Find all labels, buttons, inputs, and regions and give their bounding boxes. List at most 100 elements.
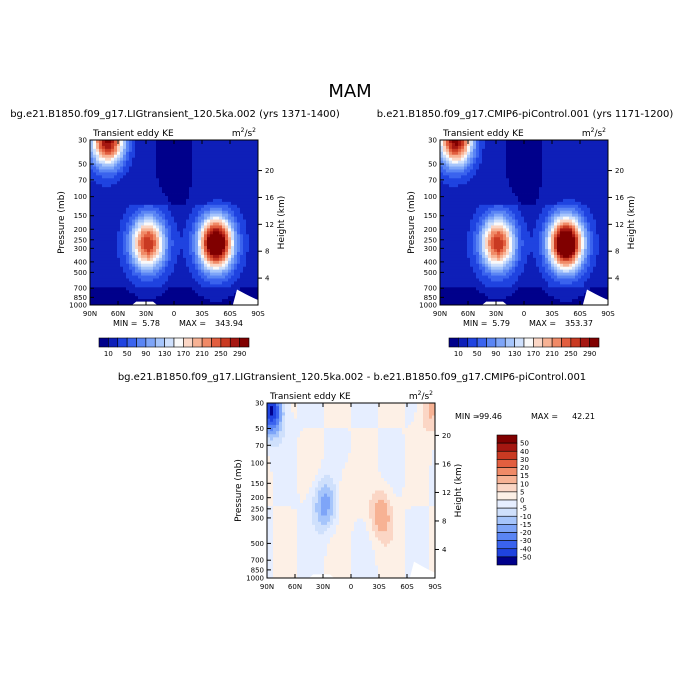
- field-cell: [213, 278, 217, 282]
- field-cell: [135, 246, 139, 250]
- field-cell: [485, 234, 489, 238]
- field-cell: [524, 140, 528, 144]
- field-cell: [243, 254, 247, 259]
- field-cell: [482, 219, 486, 223]
- field-cell: [213, 201, 217, 206]
- field-cell: [195, 281, 199, 285]
- field-cell: [180, 269, 184, 273]
- field-cell: [440, 281, 444, 285]
- field-cell: [455, 216, 459, 220]
- field-cell: [518, 272, 522, 276]
- field-cell: [443, 281, 447, 285]
- field-cell: [123, 263, 127, 268]
- field-cell: [452, 293, 456, 297]
- field-cell: [455, 275, 459, 279]
- field-cell: [195, 293, 199, 297]
- field-cell: [117, 284, 121, 288]
- field-cell: [132, 246, 136, 250]
- field-cell: [500, 278, 504, 282]
- field-cell: [524, 281, 528, 285]
- field-cell: [156, 172, 160, 176]
- field-cell: [443, 157, 447, 162]
- field-cell: [512, 225, 516, 229]
- field-cell: [204, 290, 208, 294]
- field-cell: [231, 210, 235, 215]
- field-cell: [521, 172, 525, 176]
- field-cell: [249, 160, 253, 164]
- field-cell: [96, 178, 100, 182]
- field-cell: [135, 260, 139, 265]
- field-cell: [105, 228, 109, 232]
- field-cell: [494, 240, 498, 244]
- field-cell: [210, 204, 214, 209]
- field-cell: [207, 201, 211, 206]
- field-cell: [246, 278, 250, 282]
- field-cell: [440, 193, 444, 197]
- field-cell: [120, 302, 124, 306]
- field-cell: [174, 222, 178, 226]
- field-cell: [494, 284, 498, 288]
- field-cell: [117, 193, 121, 197]
- field-cell: [461, 293, 465, 297]
- field-cell: [231, 251, 235, 256]
- field-cell: [467, 284, 471, 288]
- field-cell: [452, 210, 456, 215]
- field-cell: [464, 225, 468, 229]
- field-cell: [234, 222, 238, 226]
- field-cell: [126, 287, 130, 291]
- field-cell: [93, 269, 97, 273]
- field-cell: [467, 210, 471, 215]
- field-cell: [482, 251, 486, 256]
- field-cell: [90, 198, 94, 203]
- field-cell: [144, 157, 148, 162]
- field-cell: [135, 160, 139, 164]
- field-cell: [440, 243, 444, 247]
- field-cell: [201, 184, 205, 188]
- field-cell: [530, 290, 534, 294]
- field-cell: [243, 281, 247, 285]
- field-cell: [234, 145, 238, 150]
- field-cell: [494, 231, 498, 235]
- field-cell: [102, 251, 106, 256]
- field-cell: [467, 296, 471, 300]
- field-cell: [195, 269, 199, 273]
- field-cell: [237, 151, 241, 156]
- field-cell: [473, 243, 477, 247]
- field-cell: [246, 231, 250, 235]
- field-cell: [219, 145, 223, 150]
- field-cell: [174, 172, 178, 176]
- field-cell: [228, 249, 232, 253]
- field-cell: [518, 296, 522, 300]
- field-cell: [171, 157, 175, 162]
- field-cell: [467, 181, 471, 185]
- field-cell: [102, 190, 106, 194]
- field-cell: [225, 243, 229, 247]
- field-cell: [228, 145, 232, 150]
- field-cell: [455, 172, 459, 176]
- field-cell: [512, 190, 516, 194]
- field-cell: [99, 260, 103, 265]
- field-cell: [147, 243, 151, 247]
- field-cell: [174, 302, 178, 306]
- field-cell: [159, 257, 163, 262]
- field-cell: [494, 269, 498, 273]
- field-cell: [201, 269, 205, 273]
- field-cell: [500, 246, 504, 250]
- field-cell: [228, 166, 232, 170]
- field-cell: [252, 145, 256, 150]
- field-cell: [464, 204, 468, 209]
- field-cell: [216, 240, 220, 244]
- field-cell: [476, 163, 480, 167]
- field-cell: [452, 231, 456, 235]
- field-cell: [117, 178, 121, 182]
- field-cell: [210, 222, 214, 226]
- field-cell: [482, 269, 486, 273]
- field-cell: [198, 140, 202, 144]
- field-cell: [93, 302, 97, 306]
- field-cell: [455, 222, 459, 226]
- field-cell: [449, 266, 453, 271]
- field-cell: [518, 302, 522, 306]
- field-cell: [470, 145, 474, 150]
- field-cell: [503, 210, 507, 215]
- field-cell: [222, 281, 226, 285]
